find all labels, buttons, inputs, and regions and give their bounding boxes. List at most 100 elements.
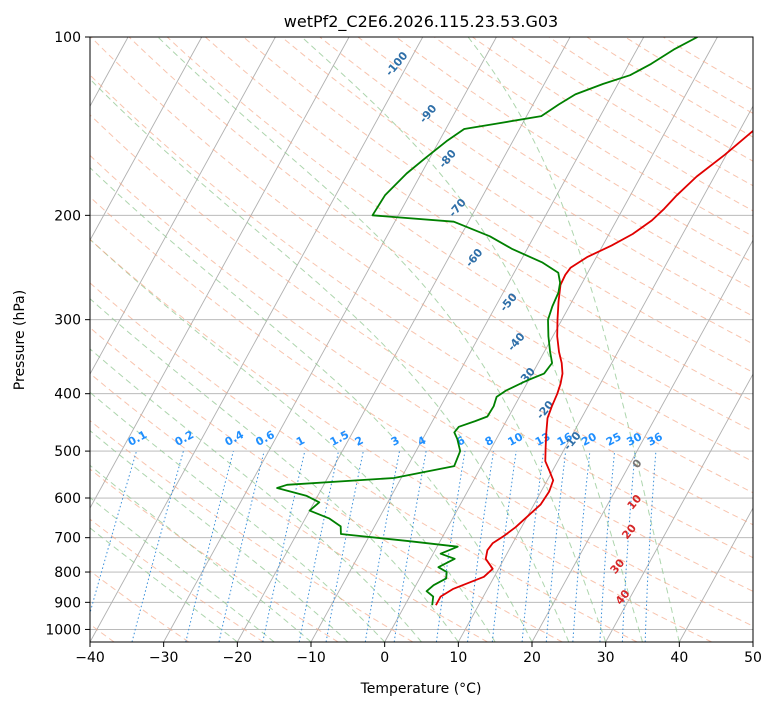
x-tick-label: 20 — [523, 650, 541, 666]
mixing-ratio-label: 0.2 — [173, 428, 196, 449]
dry-adiabat-line — [472, 37, 753, 212]
isotherm-line — [531, 239, 753, 642]
mixing-ratio-line — [521, 451, 545, 642]
dry-adiabat-label: -90 — [417, 102, 440, 126]
dry-adiabat-line — [90, 282, 638, 642]
isotherm-line — [384, 37, 718, 642]
moist-adiabat-line — [90, 464, 312, 642]
dry-adiabat-line — [586, 37, 753, 138]
x-tick-label: −30 — [149, 650, 179, 666]
dry-adiabat-line — [90, 468, 339, 642]
x-tick-label: −10 — [296, 650, 326, 666]
x-axis-ticks: −40 −30 −20 −10 0 10 20 30 40 50 — [75, 642, 762, 666]
plot-frame — [89, 36, 754, 643]
y-tick-label: 1000 — [45, 622, 81, 638]
dry-adiabat-line — [281, 37, 753, 345]
moist-adiabat-line — [90, 78, 570, 642]
mixing-ratio-label: 25 — [604, 430, 624, 449]
dry-adiabat-label: -40 — [505, 330, 528, 354]
isotherm-line — [163, 37, 497, 642]
dry-adiabat-line — [510, 37, 753, 187]
dry-adiabat-line — [90, 372, 488, 642]
dry-adiabat-line — [90, 74, 753, 526]
dry-adiabat-line — [90, 327, 563, 642]
moist-adiabat-line — [90, 429, 349, 642]
dry-adiabat-line — [662, 37, 753, 91]
plot-area: 0.1 0.2 0.4 0.6 1 1.5 2 3 4 6 8 10 13 16 20 25 30 36-100-… — [0, 37, 753, 642]
y-tick-label: 300 — [54, 313, 81, 329]
dry-adiabat-line — [90, 518, 264, 642]
dry-adiabat-label: 10 — [625, 492, 645, 512]
x-axis-label: Temperature (°C) — [360, 681, 482, 697]
mixing-ratio-line — [298, 451, 339, 642]
mixing-ratio-line — [218, 450, 265, 642]
mixing-ratio-line — [467, 451, 494, 642]
mixing-ratio-label: 0.1 — [126, 428, 149, 449]
dry-adiabat-line — [128, 37, 753, 463]
mixing-ratio-line — [621, 451, 636, 642]
isotherm-line — [236, 37, 571, 642]
mixing-ratio-line — [393, 451, 427, 642]
reference-curve — [0, 37, 2, 642]
moist-adiabats — [90, 37, 680, 642]
isotherm-line — [90, 37, 276, 376]
mixing-ratio-line — [262, 450, 306, 642]
isotherm-line — [605, 373, 753, 642]
moist-adiabat-line — [90, 298, 459, 642]
mixing-ratio-label: 16 — [555, 430, 575, 449]
dry-adiabats — [90, 37, 753, 642]
dry-adiabat-label: -60 — [463, 246, 486, 270]
dry-adiabat-label: 0 — [630, 456, 645, 470]
mixing-ratio-line — [545, 451, 567, 642]
y-tick-label: 100 — [54, 30, 81, 46]
isotherm-line — [678, 507, 753, 642]
x-tick-label: −20 — [223, 650, 253, 666]
dry-adiabat-line — [319, 37, 753, 317]
mixing-ratio-line — [325, 451, 364, 642]
mixing-ratio-label: 36 — [645, 430, 665, 449]
moist-adiabat-line — [90, 167, 533, 642]
x-tick-label: 30 — [597, 650, 615, 666]
dry-adiabat-label: -50 — [497, 290, 520, 314]
isotherm-line — [90, 37, 203, 242]
moist-adiabat-line — [90, 238, 496, 642]
chart-title: wetPf2_C2E6.2026.115.23.53.G03 — [284, 12, 558, 32]
dry-adiabat-line — [434, 37, 753, 237]
isotherm-line — [90, 37, 350, 509]
mixing-ratio-label: 1.5 — [328, 428, 351, 449]
mixing-ratio-label: 20 — [579, 430, 599, 449]
mixing-ratio-label: 2 — [353, 434, 366, 449]
moist-adiabat-line — [467, 37, 680, 642]
sounding-series — [276, 37, 753, 606]
mixing-ratio-label: 8 — [483, 434, 496, 449]
isotherm-lines — [90, 37, 753, 642]
mixing-ratio-label: 13 — [533, 430, 553, 449]
dry-adiabat-label: 20 — [619, 521, 639, 541]
isotherm-line — [752, 641, 753, 642]
dry-adiabat-line — [90, 37, 753, 494]
moist-adiabat-line — [90, 496, 275, 642]
mixing-ratio-label: 0.4 — [223, 428, 247, 449]
y-tick-label: 600 — [54, 491, 81, 507]
mixing-ratio-label: 4 — [415, 434, 428, 449]
y-tick-label: 900 — [54, 595, 81, 611]
y-axis-label: Pressure (hPa) — [12, 290, 28, 390]
isotherm-line — [457, 105, 753, 642]
moist-adiabat-line — [90, 348, 422, 642]
dry-adiabat-label: 30 — [608, 556, 628, 576]
mixing-ratio-line — [364, 451, 400, 642]
y-tick-label: 200 — [54, 208, 81, 224]
mixing-ratio-label: 0.6 — [253, 428, 277, 449]
mixing-ratio-line — [185, 450, 234, 642]
dry-adiabat-line — [90, 196, 753, 627]
y-tick-label: 800 — [54, 565, 81, 581]
x-tick-label: 40 — [670, 650, 688, 666]
mixing-ratio-label: 1 — [294, 434, 307, 449]
mixing-ratio-label: 3 — [389, 434, 402, 449]
dry-adiabat-line — [395, 37, 753, 263]
dry-adiabat-line — [357, 37, 753, 290]
moist-adiabat-line — [90, 527, 238, 642]
moist-adiabat-line — [157, 37, 607, 642]
dewpoint-line — [276, 37, 698, 606]
